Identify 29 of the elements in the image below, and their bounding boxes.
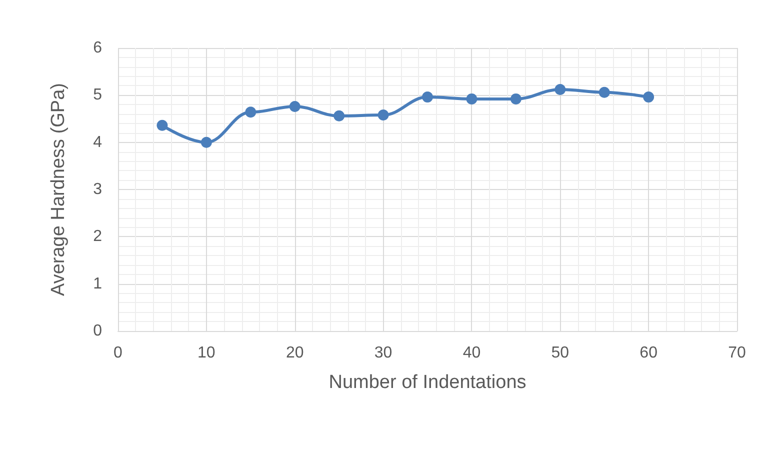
point xyxy=(156,120,168,131)
point xyxy=(245,106,256,118)
x-axis-title: Number of Indentations xyxy=(328,372,526,393)
x-tick-label: 40 xyxy=(462,344,481,362)
y-tick-label: 5 xyxy=(93,86,102,104)
point xyxy=(643,92,654,103)
point xyxy=(334,110,345,122)
point xyxy=(510,93,522,104)
point xyxy=(200,136,212,148)
x-tick-label: 60 xyxy=(640,344,658,362)
y-tick-label: 6 xyxy=(93,40,102,56)
point xyxy=(422,92,433,103)
x-tick-label: 0 xyxy=(114,344,123,362)
point xyxy=(378,109,389,120)
x-tick-label: 10 xyxy=(198,344,216,362)
x-tick-label: 20 xyxy=(286,344,304,362)
y-tick-label: 2 xyxy=(93,228,102,246)
y-axis-title: Average Hardness (GPa) xyxy=(48,83,69,296)
point xyxy=(554,84,566,96)
point xyxy=(466,93,478,104)
point xyxy=(598,86,610,98)
y-tick-label: 4 xyxy=(93,134,102,151)
point xyxy=(289,100,300,112)
y-tick-label: 3 xyxy=(93,181,102,198)
x-tick-label: 30 xyxy=(374,344,392,362)
y-tick-label: 1 xyxy=(93,275,102,292)
x-tick-label: 50 xyxy=(551,344,570,362)
x-tick-label: 70 xyxy=(728,344,746,362)
y-tick-label: 0 xyxy=(93,322,102,340)
